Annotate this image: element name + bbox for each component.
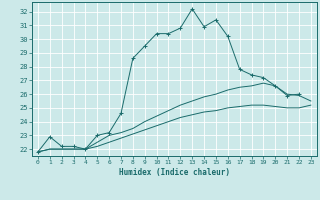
X-axis label: Humidex (Indice chaleur): Humidex (Indice chaleur) (119, 168, 230, 177)
